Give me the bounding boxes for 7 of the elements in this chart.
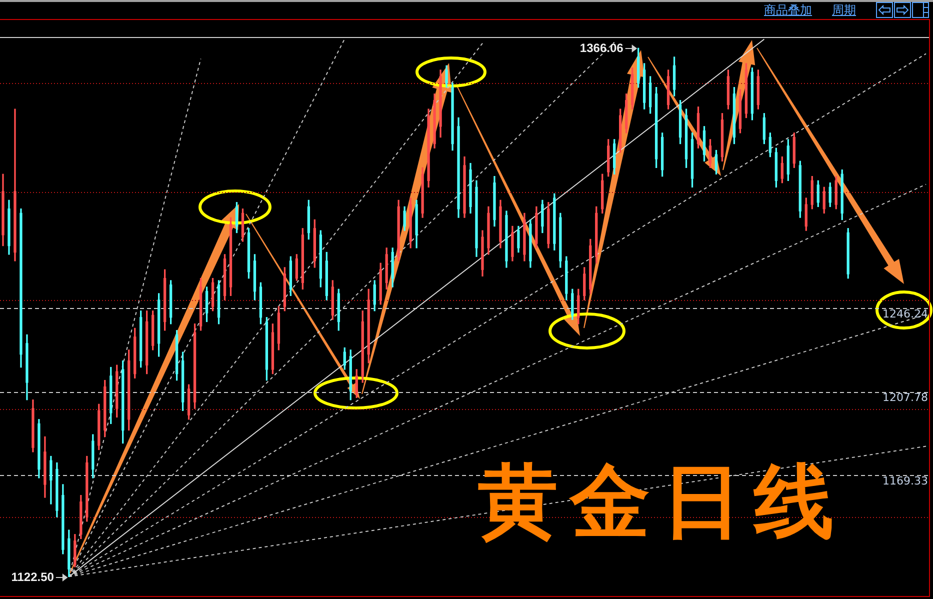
annotation: 1366.06 [580,40,624,55]
annotation: 1122.50 [11,570,54,584]
ref-line-label: 1246.24 [882,308,928,321]
ref-line-label: 1169.33 [882,474,928,488]
text: 周期 [832,2,856,16]
ref-line-label: 1207.78 [882,390,928,404]
text: 商品叠加 [764,2,812,16]
